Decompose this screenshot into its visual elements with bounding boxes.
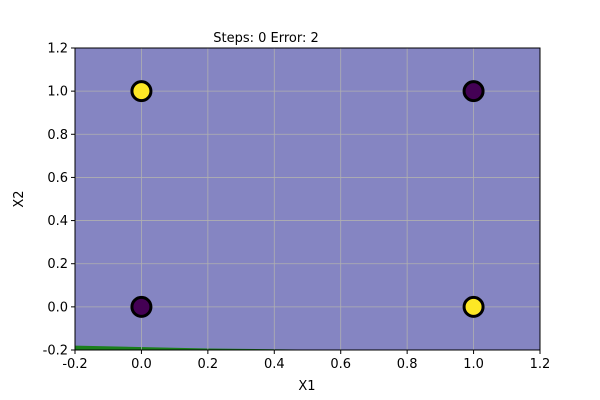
x-tick-label-3: 0.4 (264, 357, 285, 372)
y-tick-label-1: 0.0 (47, 300, 68, 315)
data-point-2 (462, 295, 485, 318)
axes-frame (74, 47, 541, 351)
decision-region-background (75, 48, 540, 350)
x-tick-label-7: 1.2 (530, 357, 551, 372)
y-tick-label-3: 0.4 (47, 214, 68, 229)
data-point-1 (130, 80, 153, 103)
x-tick-label-6: 1.0 (463, 357, 484, 372)
x-tick-label-0: -0.2 (62, 357, 87, 372)
plot-area: -0.2 0.0 0.2 0.4 0.6 0.8 1.0 1.2 -0.2 0.0 0.2 0.4 0.… (43, 42, 551, 373)
chart-title: Steps: 0 Error: 2 (213, 31, 319, 46)
y-axis-label: X2 (12, 190, 27, 207)
y-tick-label-2: 0.2 (47, 257, 68, 272)
y-tick-label-0: -0.2 (43, 344, 68, 359)
y-tick-label-6: 1.0 (47, 85, 68, 100)
y-tick-label-4: 0.6 (47, 171, 68, 186)
data-point-0 (130, 295, 153, 318)
x-tick-label-4: 0.6 (330, 357, 351, 372)
x-tick-label-2: 0.2 (198, 357, 219, 372)
data-point-3 (462, 80, 485, 103)
y-tick-label-5: 0.8 (47, 128, 68, 143)
x-axis-label: X1 (298, 379, 315, 394)
x-tick-label-1: 0.0 (131, 357, 152, 372)
x-tick-label-5: 0.8 (397, 357, 418, 372)
y-tick-label-7: 1.2 (47, 42, 68, 57)
